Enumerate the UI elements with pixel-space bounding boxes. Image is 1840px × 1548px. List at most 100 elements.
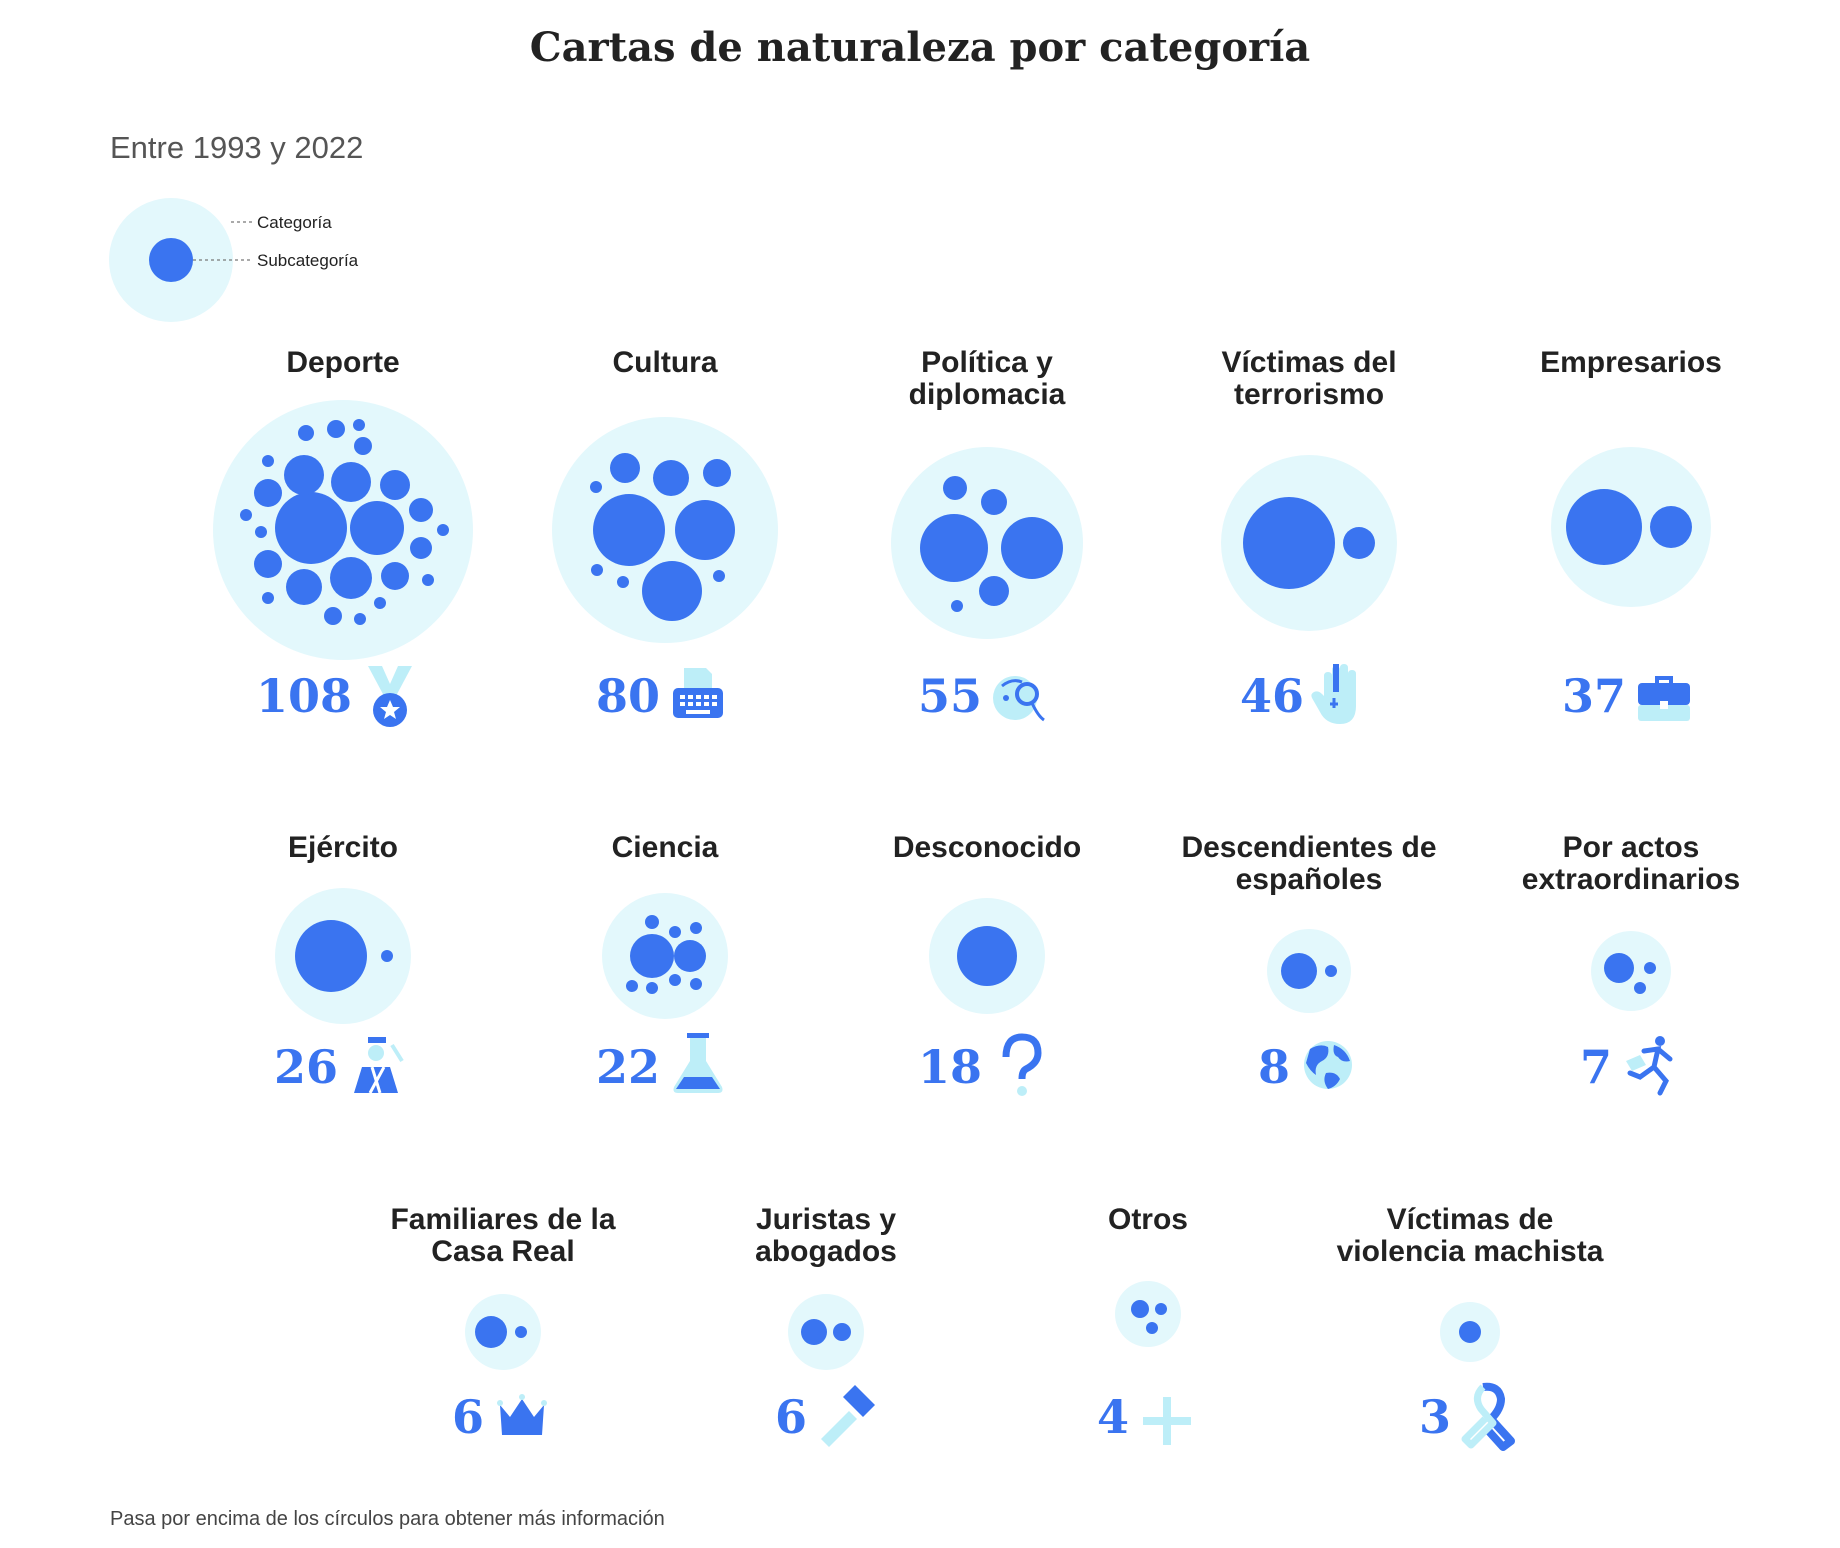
subcategory-bubble[interactable] — [1325, 965, 1337, 977]
subcategory-bubble[interactable] — [593, 494, 665, 566]
subcategory-bubble[interactable] — [275, 492, 347, 564]
crown-icon — [497, 1394, 547, 1435]
subcategory-bubble[interactable] — [331, 462, 371, 502]
subcategory-bubble[interactable] — [286, 569, 322, 605]
subcategory-bubble[interactable] — [1604, 953, 1634, 983]
gavel-icon — [821, 1385, 875, 1447]
subcategory-bubble[interactable] — [354, 613, 366, 625]
subcategory-bubble[interactable] — [381, 950, 393, 962]
subcategory-bubble[interactable] — [262, 592, 274, 604]
subcategory-bubble[interactable] — [475, 1316, 507, 1348]
category-count: 80 — [596, 669, 660, 723]
subcategory-bubble[interactable] — [957, 926, 1017, 986]
subcategory-bubble[interactable] — [330, 557, 372, 599]
subcategory-bubble[interactable] — [690, 978, 702, 990]
subcategory-bubble[interactable] — [590, 481, 602, 493]
subcategory-bubble[interactable] — [669, 974, 681, 986]
subcategory-bubble[interactable] — [626, 980, 638, 992]
subcategory-bubble[interactable] — [284, 455, 324, 495]
subcategory-bubble[interactable] — [374, 597, 386, 609]
category-label: Otros — [1108, 1203, 1188, 1236]
subcategory-bubble[interactable] — [1001, 517, 1063, 579]
subcategory-bubble[interactable] — [298, 425, 314, 441]
subcategory-bubble[interactable] — [703, 459, 731, 487]
subcategory-bubble[interactable] — [981, 489, 1007, 515]
subcategory-bubble[interactable] — [646, 982, 658, 994]
subcategory-bubble[interactable] — [1634, 982, 1646, 994]
subcategory-bubble[interactable] — [920, 514, 988, 582]
subcategory-bubble[interactable] — [833, 1323, 851, 1341]
subcategory-bubble[interactable] — [437, 524, 449, 536]
category-count: 3 — [1419, 1390, 1451, 1444]
subcategory-bubble[interactable] — [690, 922, 702, 934]
subcategory-bubble[interactable] — [713, 570, 725, 582]
subcategory-bubble[interactable] — [1650, 506, 1692, 548]
subcategory-bubble[interactable] — [642, 561, 702, 621]
subcategory-bubble[interactable] — [610, 453, 640, 483]
subcategory-bubble[interactable] — [1644, 962, 1656, 974]
category-label: Víctimas del — [1221, 346, 1396, 379]
subcategory-bubble[interactable] — [801, 1319, 827, 1345]
subcategory-bubble[interactable] — [1146, 1322, 1158, 1334]
subcategory-bubble[interactable] — [1566, 489, 1642, 565]
subcategory-bubble[interactable] — [653, 460, 689, 496]
subcategory-bubble[interactable] — [1459, 1321, 1481, 1343]
legend-subcategory-circle — [149, 238, 193, 282]
subcategory-bubble[interactable] — [262, 455, 274, 467]
category-label: abogados — [755, 1235, 897, 1268]
category-label: violencia machista — [1337, 1235, 1604, 1268]
globe-icon — [1304, 1041, 1352, 1089]
medal-icon — [368, 666, 412, 727]
subcategory-bubble[interactable] — [295, 920, 367, 992]
subcategory-bubble[interactable] — [350, 501, 404, 555]
subcategory-bubble[interactable] — [254, 550, 282, 578]
subcategory-bubble[interactable] — [1281, 953, 1317, 989]
subcategory-bubble[interactable] — [674, 940, 706, 972]
subcategory-bubble[interactable] — [645, 915, 659, 929]
category-label: Familiares de la — [390, 1203, 615, 1236]
question-icon — [1002, 1033, 1042, 1096]
category-label: Descendientes de — [1181, 831, 1436, 864]
subcategory-bubble[interactable] — [1131, 1300, 1149, 1318]
subcategory-bubble[interactable] — [422, 574, 434, 586]
category-label: españoles — [1236, 863, 1383, 896]
subcategory-bubble[interactable] — [327, 420, 345, 438]
subcategory-bubble[interactable] — [591, 564, 603, 576]
subcategory-bubble[interactable] — [324, 607, 342, 625]
subcategory-bubble[interactable] — [1343, 527, 1375, 559]
legend: Categoría Subcategoría — [109, 198, 359, 322]
category-group: Otros 4 — [1097, 1203, 1191, 1445]
subcategory-bubble[interactable] — [669, 926, 681, 938]
subcategory-bubble[interactable] — [240, 509, 252, 521]
subcategory-bubble[interactable] — [380, 470, 410, 500]
category-label: Ejército — [288, 831, 398, 864]
subcategory-bubble[interactable] — [630, 934, 674, 978]
chart-subtitle: Entre 1993 y 2022 — [110, 130, 364, 165]
subcategory-bubble[interactable] — [1155, 1303, 1167, 1315]
subcategory-bubble[interactable] — [1243, 497, 1335, 589]
soldier-icon — [354, 1037, 404, 1094]
subcategory-bubble[interactable] — [979, 576, 1009, 606]
subcategory-bubble[interactable] — [410, 537, 432, 559]
category-count: 108 — [256, 669, 352, 723]
subcategory-bubble[interactable] — [353, 419, 365, 431]
category-count: 4 — [1097, 1390, 1129, 1444]
subcategory-bubble[interactable] — [255, 526, 267, 538]
subcategory-bubble[interactable] — [409, 498, 433, 522]
subcategory-bubble[interactable] — [254, 479, 282, 507]
category-count: 18 — [918, 1040, 982, 1094]
chart-title: Cartas de naturaleza por categoría — [529, 24, 1311, 71]
category-label: Víctimas de — [1387, 1203, 1554, 1236]
subcategory-bubble[interactable] — [617, 576, 629, 588]
subcategory-bubble[interactable] — [515, 1326, 527, 1338]
subcategory-bubble[interactable] — [943, 476, 967, 500]
subcategory-bubble[interactable] — [951, 600, 963, 612]
category-label: Juristas y — [756, 1203, 896, 1236]
subcategory-bubble[interactable] — [354, 437, 372, 455]
subcategory-bubble[interactable] — [675, 500, 735, 560]
subcategory-bubble[interactable] — [381, 562, 409, 590]
category-bubble[interactable] — [1115, 1281, 1181, 1347]
